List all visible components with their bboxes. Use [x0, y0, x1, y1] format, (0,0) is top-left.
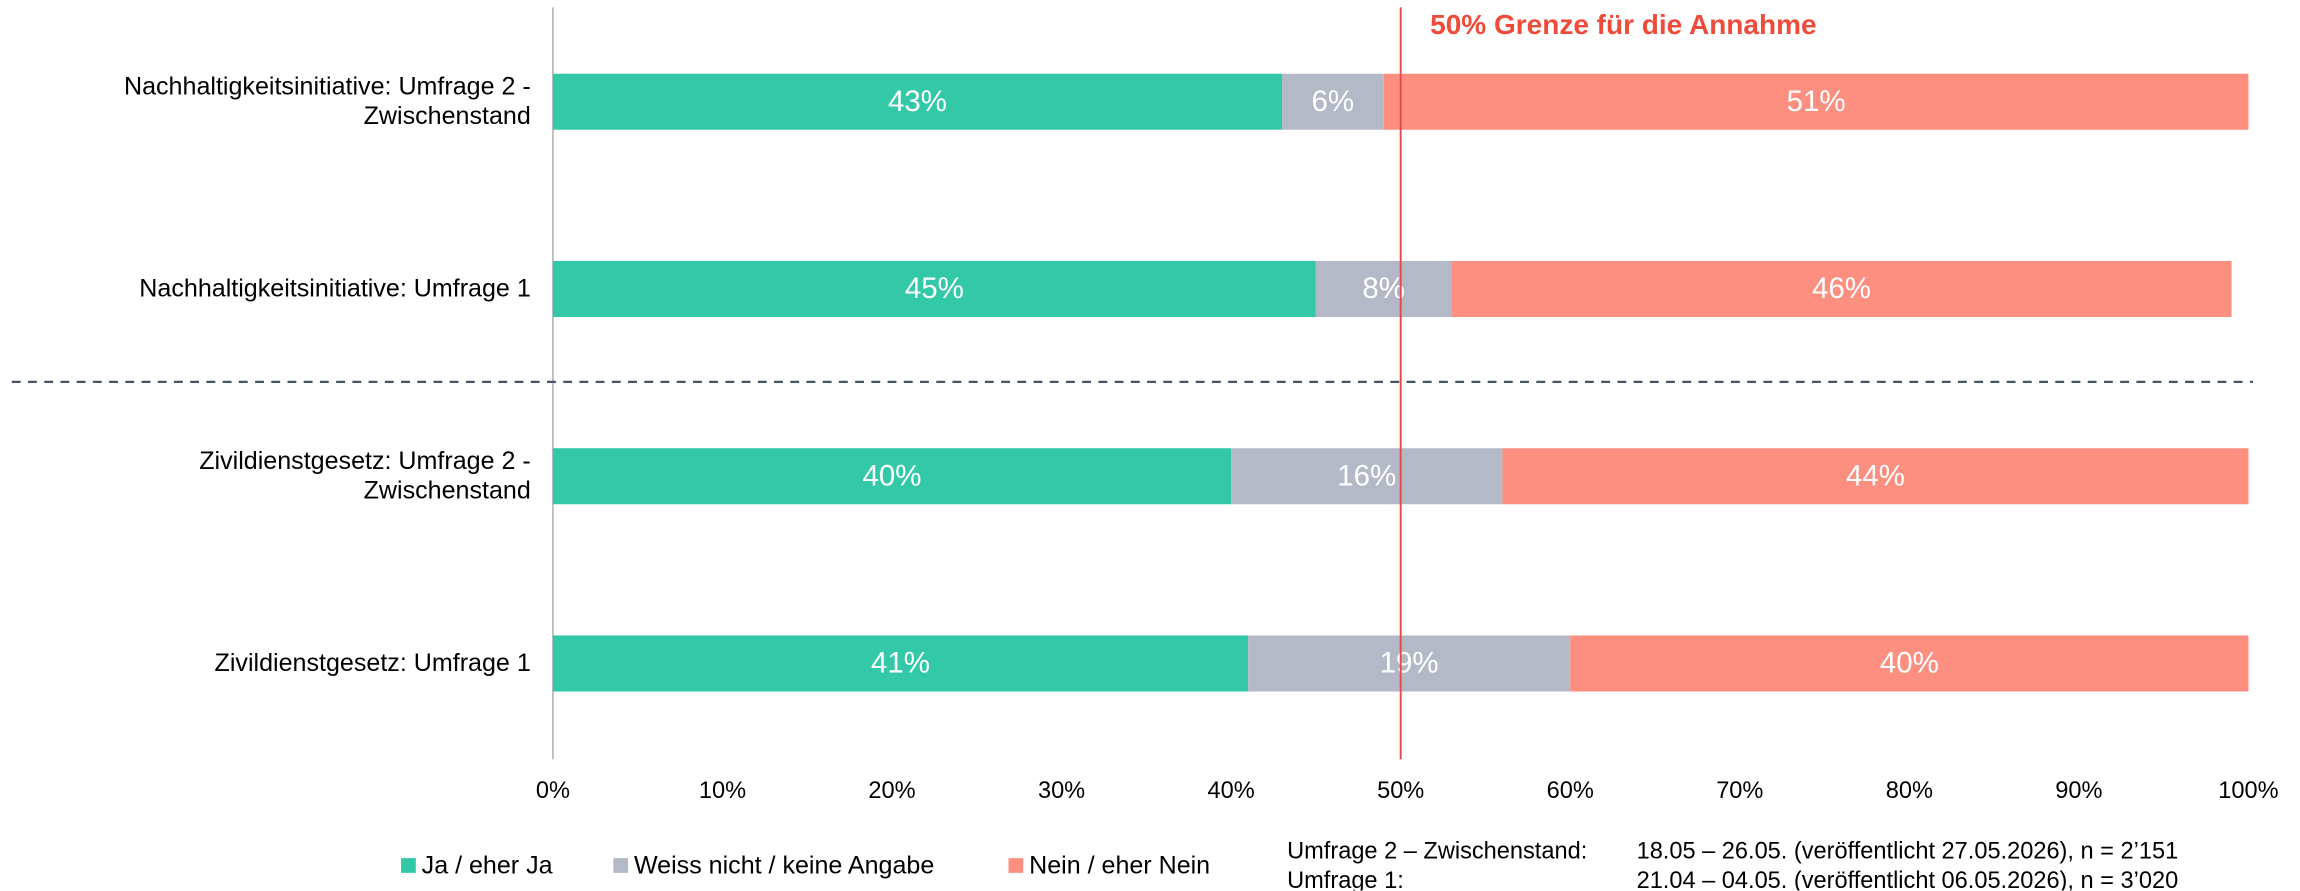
- bar-segment: [1231, 448, 1503, 505]
- x-tick-label: 40%: [1208, 777, 1255, 803]
- bar-segment: [1281, 73, 1384, 130]
- category-label: Zivildienstgesetz: Umfrage 1: [214, 648, 531, 677]
- x-tick-label: 10%: [699, 777, 746, 803]
- value-label: 40%: [1880, 647, 1939, 680]
- x-tick-label: 70%: [1716, 777, 1763, 803]
- x-tick-label: 20%: [868, 777, 915, 803]
- bar-segment: [1248, 635, 1571, 692]
- x-tick-label: 0%: [536, 777, 570, 803]
- bar-segment: [552, 73, 1282, 130]
- value-label: 44%: [1846, 459, 1905, 492]
- category-label: Zivildienstgesetz: Umfrage 2 - Zwischens…: [199, 446, 531, 505]
- category-label: Nachhaltigkeitsinitiative: Umfrage 1: [139, 274, 531, 303]
- x-tick-label: 90%: [2055, 777, 2102, 803]
- bar-segment: [552, 635, 1249, 692]
- value-label: 40%: [863, 459, 922, 492]
- legend-label: Ja / eher Ja: [422, 852, 553, 880]
- legend-swatch: [613, 858, 629, 873]
- value-label: 6%: [1312, 85, 1355, 118]
- legend-label: Nein / eher Nein: [1029, 852, 1210, 880]
- note-text: 18.05 – 26.05. (veröffentlicht 27.05.202…: [1637, 837, 2179, 863]
- value-label: 46%: [1812, 272, 1871, 305]
- bar-segment: [1315, 260, 1452, 317]
- category-label: Nachhaltigkeitsinitiative: Umfrage 2 - Z…: [123, 72, 531, 130]
- x-tick-label: 50%: [1377, 777, 1424, 803]
- x-tick-label: 80%: [1886, 777, 1933, 803]
- bar-segment: [1383, 73, 2249, 130]
- bar-segment: [552, 260, 1316, 317]
- legend-label: Weiss nicht / keine Angabe: [634, 852, 934, 880]
- value-label: 16%: [1337, 459, 1396, 492]
- legend-swatch: [401, 858, 416, 873]
- threshold-label: 50% Grenze für die Annahme: [1430, 9, 1816, 40]
- value-label: 51%: [1787, 85, 1846, 118]
- value-label: 41%: [871, 647, 930, 680]
- value-label: 45%: [905, 272, 964, 305]
- value-label: 8%: [1362, 272, 1405, 305]
- note-text: 21.04 – 04.05. (veröffentlicht 06.05.202…: [1637, 867, 2179, 891]
- x-tick-label: 60%: [1547, 777, 1594, 803]
- value-label: 19%: [1380, 647, 1439, 680]
- value-label: 43%: [888, 85, 947, 118]
- x-tick-label: 30%: [1038, 777, 1085, 803]
- note-label: Umfrage 2 – Zwischenstand:: [1287, 837, 1587, 863]
- bar-segment: [1502, 448, 2249, 505]
- bar-segment: [1451, 260, 2232, 317]
- bar-segment: [1570, 635, 2249, 692]
- x-tick-label: 100%: [2218, 777, 2278, 803]
- legend-swatch: [1008, 858, 1024, 873]
- note-label: Umfrage 1:: [1287, 867, 1404, 891]
- bar-segment: [552, 448, 1232, 505]
